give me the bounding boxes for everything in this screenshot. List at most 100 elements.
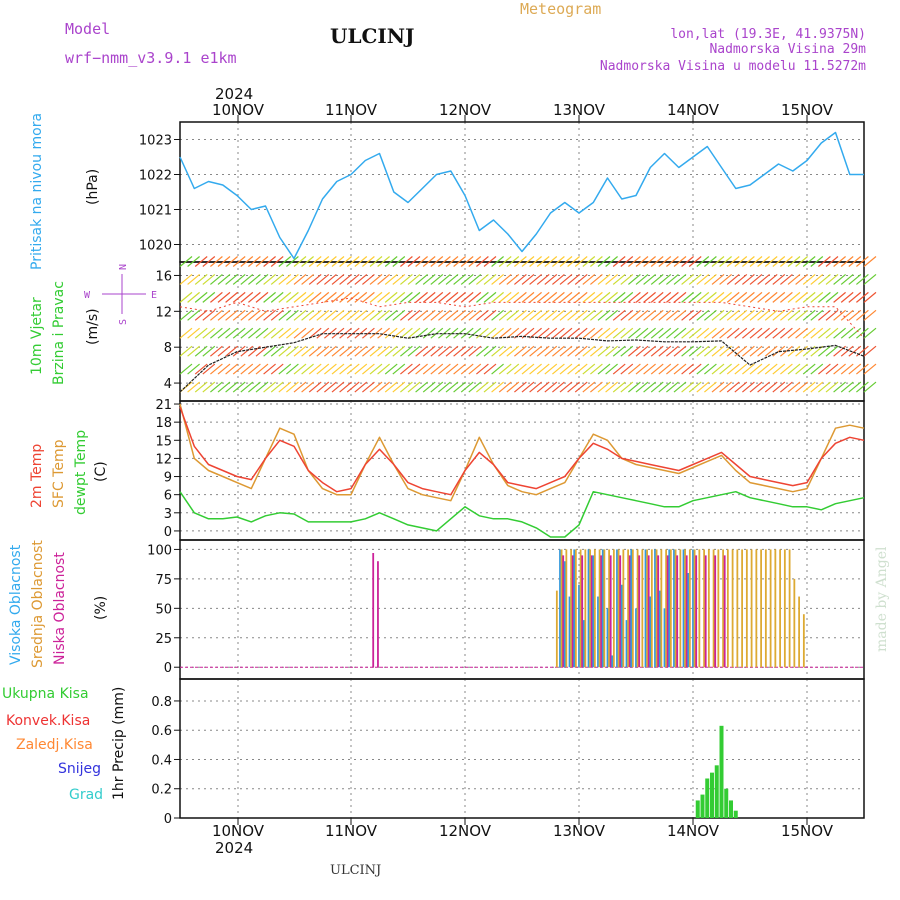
wind-barb (316, 291, 330, 303)
wind-barb (780, 381, 793, 393)
wind-barb (248, 309, 261, 321)
wind-barb (635, 363, 649, 375)
wind-barb (400, 381, 413, 393)
legend-grad: Grad (69, 787, 103, 803)
wind-barb (780, 273, 793, 285)
wind-barb (704, 363, 717, 375)
wind-barb (217, 291, 231, 303)
wind-barb (863, 273, 877, 285)
wind-barb (795, 363, 808, 375)
wind-barb (362, 256, 375, 267)
wind-barb (521, 273, 535, 285)
wind-barb (468, 256, 482, 267)
wind-barb (802, 381, 816, 393)
wind-barb (742, 363, 755, 375)
wind-barb (308, 345, 322, 357)
wind-barb (726, 309, 740, 321)
wind-barb (734, 273, 748, 285)
wind-barb (757, 256, 770, 267)
wind-barb (567, 273, 580, 285)
wind-barb (559, 327, 573, 339)
wind-barb (688, 327, 702, 339)
wind-barb (666, 345, 679, 357)
wind-ytick-label: 12 (155, 305, 172, 320)
wind-barb (278, 291, 292, 303)
wind-barb (802, 309, 816, 321)
precip-ytick-label: 0.6 (151, 724, 172, 739)
wind-barb (810, 273, 824, 285)
bottom-day-labels: 10NOV 11NOV 12NOV 13NOV 14NOV 15NOV (212, 818, 834, 840)
wind-barb (377, 309, 390, 321)
wind-barb (521, 381, 535, 393)
precip-panel: 0 0.2 0.4 0.6 0.8 (151, 678, 865, 827)
wind-barb (286, 381, 299, 393)
wind-unit: (m/s) (85, 308, 101, 345)
wind-barb (787, 381, 801, 393)
wind-barb (734, 381, 748, 393)
wind-barb (536, 327, 550, 339)
wind-barb (666, 327, 679, 339)
wind-barb (301, 273, 314, 285)
precip-panel-labels: Ukupna Kisa Konvek.Kisa Zaledj.Kisa Snij… (2, 686, 127, 803)
wind-barb (544, 291, 558, 303)
wind-barb (521, 291, 535, 303)
wind-barb (430, 291, 444, 303)
wind-barb (635, 327, 649, 339)
wind-barb (354, 256, 368, 267)
wind-barb (666, 381, 679, 393)
wind-barb (711, 309, 725, 321)
wind-barb (278, 327, 292, 339)
wind-barb (666, 291, 679, 303)
wind-barb (620, 363, 634, 375)
wind-barb (590, 327, 603, 339)
precip-frame (179, 678, 865, 819)
wind-barb (453, 363, 466, 375)
wind-barb (324, 345, 337, 357)
wind-barb (559, 256, 573, 267)
wind-barb (742, 381, 755, 393)
bottom-day-label: 12NOV (439, 822, 492, 840)
wind-barb (506, 309, 520, 321)
wind-barb (506, 363, 520, 375)
temperature-ytick-label: 9 (164, 471, 172, 486)
wind-barb (324, 273, 337, 285)
wind-barb (476, 256, 489, 267)
wind-barb (658, 345, 672, 357)
wind-barb (301, 256, 314, 267)
wind-barb (339, 363, 352, 375)
wind-barb (232, 273, 246, 285)
wind-barb (544, 381, 558, 393)
wind-barb (194, 291, 208, 303)
wind-barb (422, 309, 436, 321)
bottom-day-label: 13NOV (553, 822, 606, 840)
wind-barb (210, 291, 223, 303)
wind-barb (536, 291, 550, 303)
wind-ytick-label: 4 (164, 377, 172, 392)
wind-barb (377, 273, 390, 285)
wind-barb (597, 291, 611, 303)
wind-barb (430, 309, 444, 321)
wind-barb (772, 273, 786, 285)
wind-barb (574, 327, 588, 339)
wind-barb (658, 291, 672, 303)
wind-barb (179, 345, 193, 357)
wind-barb (422, 273, 436, 285)
cloud-label-2: Srednja Oblacnost (30, 540, 46, 668)
elevation-text: Nadmorska Visina 29m (709, 42, 866, 57)
wind-barb (818, 273, 831, 285)
wind-barb (749, 381, 763, 393)
wind-barb (278, 345, 292, 357)
wind-barb (438, 256, 451, 267)
wind-barb (597, 345, 611, 357)
wind-barb (696, 363, 710, 375)
wind-barb (468, 381, 482, 393)
wind-barb (605, 256, 618, 267)
wind-barb (863, 327, 877, 339)
wind-barb (605, 273, 618, 285)
wind-barb (498, 291, 512, 303)
wind-barb (179, 327, 193, 339)
wind-barb (263, 345, 276, 357)
wind-barb (650, 363, 664, 375)
wind-barb (802, 256, 816, 267)
wind-barb (628, 327, 641, 339)
